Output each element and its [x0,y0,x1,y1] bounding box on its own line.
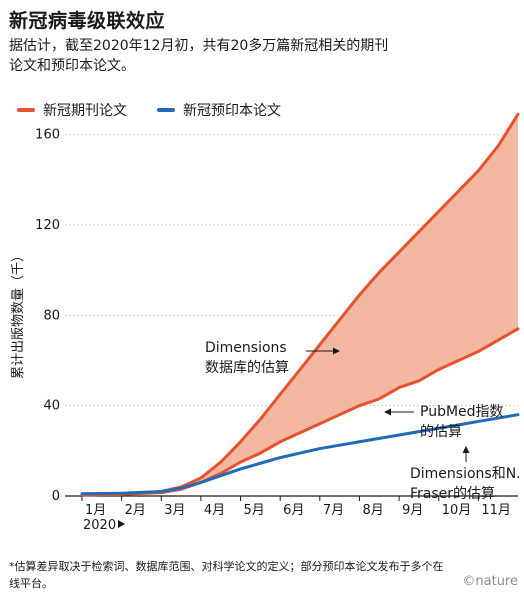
annotation-preprint-line: Dimensions和N. [410,466,521,482]
annotation-arrow-icon [333,347,340,355]
y-tick-label: 0 [52,489,60,504]
journal-dimensions-line [80,112,520,497]
x-tick-label: 4月 [204,503,225,518]
footnote: *估算差异取决于检索词、数据库范围、对科学论文的定义；部分预印本论文发布于多个在… [9,560,444,590]
chart-title: 新冠病毒级联效应 [9,10,166,32]
preprint-line [80,413,520,496]
x-tick-label: 2月 [125,503,146,518]
y-tick-label: 40 [43,399,60,414]
legend: 新冠期刊论文 新冠预印本论文 [17,100,311,120]
x-tick-label: 7月 [323,503,344,518]
year-arrow-icon [118,520,125,528]
x-tick-label: 10月 [442,503,472,518]
nature-logo: ©nature [462,574,518,589]
x-tick-label: 11月 [481,503,511,518]
y-tick-label: 80 [43,308,60,323]
annotation-dimensions-journal-line: Dimensions [205,340,287,356]
x-tick-label: 1月 [85,503,106,518]
y-tick-label: 160 [35,128,60,143]
x-tick-label: 9月 [402,503,423,518]
y-axis-label: 累计出版物数量（千） [11,249,26,379]
annotation-arrow-icon [462,446,470,453]
annotation-pubmed-journal-line: PubMed指数 [420,404,504,420]
legend-item-preprint: 新冠预印本论文 [157,100,281,120]
legend-label-journal: 新冠期刊论文 [43,103,127,119]
y-tick-label: 120 [35,218,60,233]
chart-subtitle: 据估计，截至2020年12月初，共有20多万篇新冠相关的期刊论文和预印本论文。 [9,38,389,74]
annotation-arrow-icon [384,408,391,416]
x-tick-label: 6月 [283,503,304,518]
annotation-dimensions-journal: Dimensions 数据库的估算 [205,340,289,376]
x-tick-label: 8月 [362,503,383,518]
journal-estimate-range-area [82,114,518,495]
legend-item-journal: 新冠期刊论文 [17,100,127,120]
x-tick-label: 5月 [244,503,265,518]
annotation-pubmed-journal-line: 的估算 [420,424,462,440]
legend-label-preprint: 新冠预印本论文 [183,103,281,119]
x-year-label: 2020 [83,518,116,533]
annotation-dimensions-journal-line: 数据库的估算 [205,360,289,376]
annotation-preprint: Dimensions和N. Fraser的估算 [410,466,521,502]
legend-swatch-preprint [157,108,175,112]
x-tick-label: 3月 [164,503,185,518]
legend-swatch-journal [17,108,35,112]
annotation-preprint-line: Fraser的估算 [410,486,495,502]
